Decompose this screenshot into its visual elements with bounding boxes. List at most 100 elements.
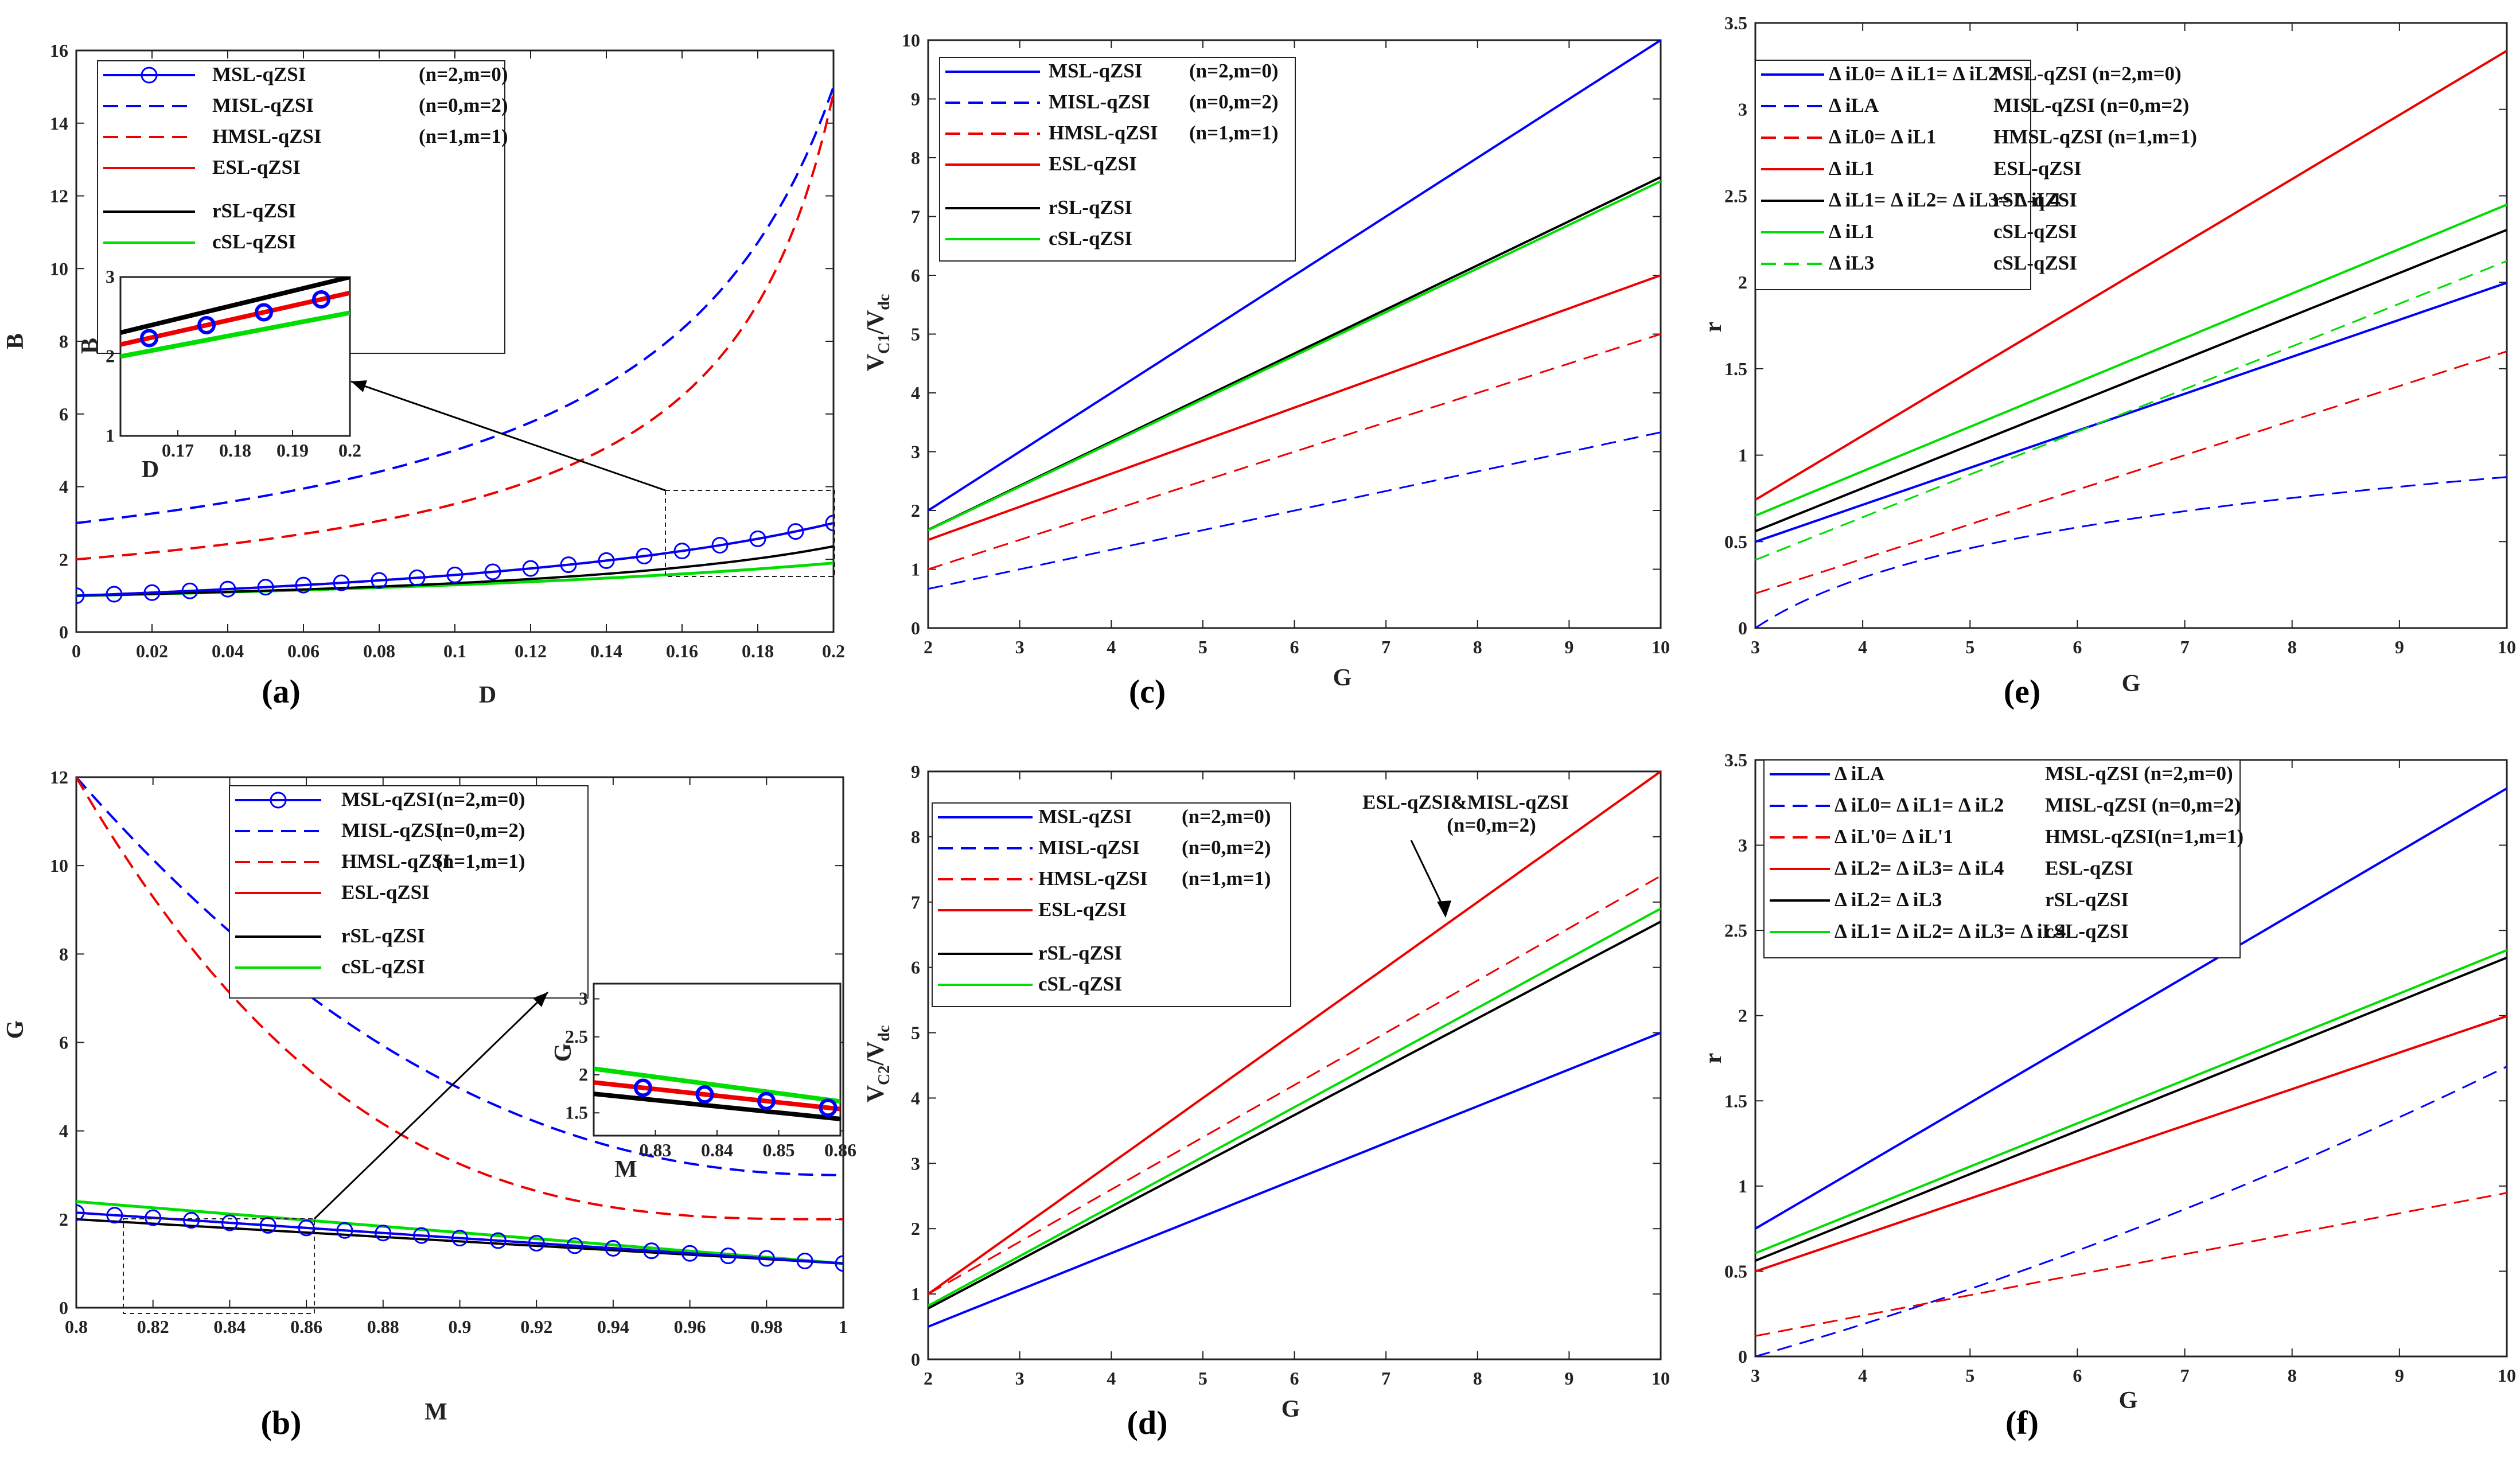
y-tick-label: 3 bbox=[1738, 835, 1747, 856]
x-axis-label: D bbox=[479, 682, 496, 708]
y-tick-label: 6 bbox=[59, 404, 68, 424]
legend-name: HMSL-qZSI bbox=[212, 125, 322, 147]
x-tick-label: 0.8 bbox=[65, 1316, 88, 1337]
series-line bbox=[1755, 1015, 2507, 1273]
legend-label: Δ iL'0= Δ iL'1 bbox=[1835, 825, 1953, 848]
legend-label: Δ iL2= Δ iL3 bbox=[1835, 888, 1942, 911]
series-group bbox=[1755, 49, 2507, 628]
inset-plot: 0.17 0.18 0.19 0.2 1 2 3 D B bbox=[77, 266, 361, 483]
inset-y-tick-label: 1.5 bbox=[565, 1102, 588, 1122]
legend-name: rSL-qZSI bbox=[1993, 189, 2077, 211]
data-point-marker bbox=[375, 1225, 392, 1242]
x-tick-label: 2 bbox=[924, 637, 933, 657]
annotation-arrow bbox=[1410, 840, 1447, 913]
series-line bbox=[928, 431, 1661, 590]
data-point-marker bbox=[183, 1212, 200, 1229]
legend-name: HMSL-qZSI bbox=[1038, 867, 1148, 890]
legend-name: ESL-qZSI bbox=[1038, 898, 1127, 921]
y-tick-label: 9 bbox=[911, 89, 920, 110]
series-line bbox=[1755, 49, 2507, 501]
y-tick-label: 9 bbox=[911, 761, 920, 782]
data-point-marker bbox=[106, 1207, 123, 1224]
y-tick-label: 10 bbox=[902, 30, 920, 50]
y-tick-label: 1 bbox=[911, 559, 920, 580]
x-tick-label: 0.84 bbox=[213, 1316, 246, 1337]
y-tick-label: 2 bbox=[1738, 1005, 1747, 1026]
inset-y-label: G bbox=[550, 1043, 577, 1062]
y-tick-label: 2 bbox=[59, 549, 68, 570]
x-tick-label: 7 bbox=[2180, 1365, 2190, 1386]
legend-name: MISL-qZSI bbox=[1038, 836, 1140, 859]
inset-marker bbox=[819, 1098, 838, 1117]
data-point-marker bbox=[681, 1245, 699, 1262]
y-tick-label: 5 bbox=[911, 324, 920, 345]
y-tick-label: 7 bbox=[911, 892, 920, 913]
y-axis-label: r bbox=[1700, 1053, 1727, 1064]
y-tick-label: 0 bbox=[1738, 618, 1747, 638]
legend-label: Δ iL1 bbox=[1829, 220, 1874, 243]
y-tick-label: 8 bbox=[59, 944, 68, 964]
series-line bbox=[1755, 350, 2507, 595]
y-tick-label: 8 bbox=[59, 331, 68, 352]
series-line bbox=[1755, 956, 2507, 1262]
x-tick-label: 0.04 bbox=[212, 641, 244, 661]
inset-x-tick-label: 0.17 bbox=[162, 440, 194, 461]
x-tick-label: 0.2 bbox=[822, 641, 845, 661]
panel-caption: (c) bbox=[1129, 673, 1166, 710]
legend-label: Δ iL1= Δ iL2= Δ iL3= Δ iL4 bbox=[1829, 189, 2060, 211]
x-tick-label: 0.06 bbox=[287, 641, 320, 661]
legend-name: cSL-qZSI bbox=[1049, 227, 1132, 249]
y-tick-label: 4 bbox=[911, 1087, 920, 1108]
annotation-arrowhead bbox=[1437, 900, 1451, 918]
data-point-marker bbox=[484, 563, 501, 580]
legend-name: HMSL-qZSI (n=1,m=1) bbox=[1993, 126, 2197, 148]
data-point-marker bbox=[489, 1232, 507, 1249]
x-tick-label: 0 bbox=[72, 641, 81, 661]
panel-a: 0 0.02 0.04 0.06 0.08 0.1 0.12 0.14 0.16 0.18 0.20… bbox=[2, 40, 845, 710]
legend-condition: (n=0,m=2) bbox=[436, 819, 525, 841]
data-point-marker bbox=[528, 1234, 545, 1252]
legend-name: cSL-qZSI bbox=[1038, 973, 1122, 995]
inset-y-label: B bbox=[77, 338, 103, 354]
legend-label: Δ iL1= Δ iL2= Δ iL3= Δ iL4 bbox=[1835, 920, 2066, 942]
x-tick-label: 4 bbox=[1107, 637, 1116, 657]
inset-x-tick-label: 0.83 bbox=[640, 1140, 672, 1160]
data-point-marker bbox=[295, 576, 312, 594]
legend-condition: (n=0,m=2) bbox=[1182, 836, 1271, 859]
series-line bbox=[928, 180, 1661, 532]
legend-name: ESL-qZSI bbox=[1993, 157, 2082, 180]
inset-x-tick-label: 0.84 bbox=[701, 1140, 733, 1160]
x-tick-label: 6 bbox=[1290, 637, 1299, 657]
data-point-marker bbox=[298, 1219, 315, 1237]
data-point-marker bbox=[711, 537, 729, 554]
legend-condition: (n=0,m=2) bbox=[419, 94, 508, 116]
legend-condition: (n=1,m=1) bbox=[1182, 867, 1271, 890]
x-tick-label: 0.02 bbox=[136, 641, 168, 661]
panel-caption: (d) bbox=[1127, 1404, 1168, 1441]
panel-caption: (a) bbox=[262, 673, 301, 710]
legend-name: MSL-qZSI (n=2,m=0) bbox=[1993, 63, 2182, 85]
data-point-marker bbox=[605, 1239, 622, 1257]
x-tick-label: 7 bbox=[1381, 1368, 1391, 1389]
data-point-marker bbox=[835, 1255, 843, 1272]
data-point-marker bbox=[408, 569, 426, 586]
data-point-marker bbox=[560, 556, 577, 574]
data-point-marker bbox=[336, 1222, 353, 1239]
legend-name: rSL-qZSI bbox=[1038, 942, 1122, 964]
data-point-marker bbox=[333, 574, 350, 591]
x-tick-label: 2 bbox=[924, 1368, 933, 1389]
series-line bbox=[928, 771, 1661, 1295]
series-line bbox=[928, 274, 1661, 541]
y-tick-label: 0 bbox=[911, 618, 920, 638]
y-tick-label: 4 bbox=[59, 477, 68, 497]
inset-marker bbox=[140, 329, 158, 348]
panel-c: 2 3 4 5 6 7 8 9 10 0 1 2 3 4 5 6 7 8 9 10 G VC1/Vdc (c) MSL-qZS… bbox=[863, 30, 1670, 710]
legend-condition: (n=2,m=0) bbox=[436, 788, 525, 810]
panel-d: 2 3 4 5 6 7 8 9 10 0 1 2 3 4 5 6 7 8 9 G VC2/Vdc (d) MSL-qZSI (… bbox=[863, 761, 1670, 1441]
y-tick-label: 10 bbox=[50, 855, 68, 876]
legend-name: cSL-qZSI bbox=[341, 956, 425, 978]
x-axis-label: G bbox=[2119, 1387, 2138, 1414]
x-tick-label: 3 bbox=[1751, 1365, 1760, 1386]
x-tick-label: 9 bbox=[2395, 1365, 2404, 1386]
